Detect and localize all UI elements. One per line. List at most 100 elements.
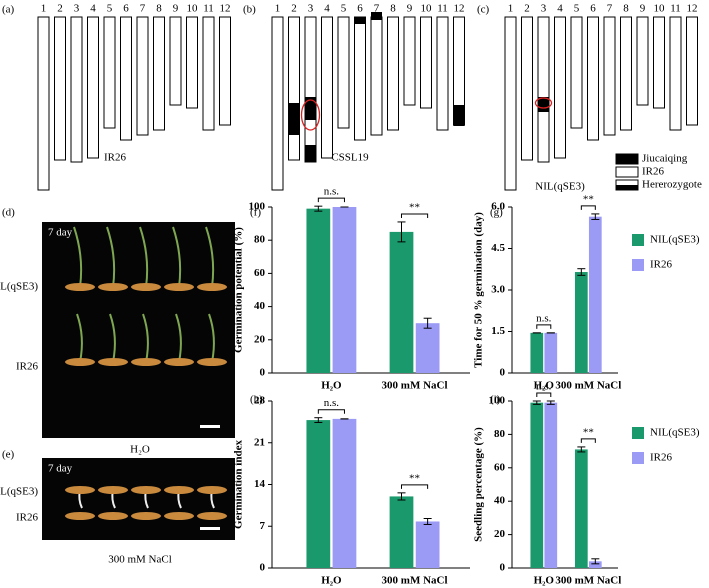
legend-swatch bbox=[615, 166, 639, 178]
seedling bbox=[175, 313, 182, 363]
seedling bbox=[106, 226, 116, 288]
legend-swatch bbox=[632, 427, 644, 439]
chromosome-number: 7 bbox=[374, 3, 380, 15]
introgression-segment bbox=[354, 17, 366, 24]
legend-swatch bbox=[632, 234, 644, 246]
y-axis-label: Time for 50 % germination (day) bbox=[473, 212, 485, 368]
panel-label: (i) bbox=[490, 394, 501, 406]
x-tick-label: H₂O bbox=[534, 380, 555, 392]
y-tick-label: 80 bbox=[254, 234, 266, 246]
legend-swatch-half bbox=[616, 185, 638, 190]
seed bbox=[65, 283, 95, 291]
y-tick-label: 0 bbox=[500, 562, 506, 574]
chromosome-number: 11 bbox=[670, 3, 681, 15]
chromosome bbox=[103, 16, 116, 129]
y-axis-label: Germination index bbox=[233, 440, 245, 529]
seed bbox=[131, 358, 161, 366]
introgression-segment bbox=[453, 105, 465, 126]
significance-bracket bbox=[400, 213, 429, 218]
photo bbox=[42, 222, 235, 438]
chromosome-number: 8 bbox=[390, 3, 396, 15]
y-tick-label: 20 bbox=[494, 528, 506, 540]
seedling bbox=[205, 226, 215, 288]
x-tick-label: H₂O bbox=[321, 575, 342, 587]
bar bbox=[530, 332, 544, 373]
introgression-segment bbox=[305, 97, 316, 120]
y-tick-label: 7 bbox=[260, 520, 266, 532]
y-tick-label: 40 bbox=[254, 300, 266, 312]
chromosome bbox=[420, 16, 432, 109]
bar bbox=[389, 496, 414, 568]
x-tick-label: H₂O bbox=[321, 380, 342, 392]
y-tick-label: 40 bbox=[494, 495, 506, 507]
chromosome-number: 6 bbox=[123, 3, 129, 15]
chromosome-number: 2 bbox=[291, 3, 297, 15]
seed bbox=[131, 486, 161, 494]
chromosome-number: 9 bbox=[640, 3, 646, 15]
chromosome-number: 12 bbox=[220, 3, 231, 15]
panel-label: (b) bbox=[243, 4, 256, 16]
legend-label: IR26 bbox=[650, 452, 673, 464]
seed bbox=[98, 486, 128, 494]
chromosome bbox=[87, 16, 99, 159]
significance-bracket bbox=[536, 392, 552, 397]
chromosome bbox=[271, 16, 284, 191]
x-tick-label: 300 mM NaCl bbox=[555, 575, 621, 587]
chromosome bbox=[403, 16, 416, 106]
chromosome-caption: IR26 bbox=[104, 152, 127, 164]
chromosome-number: 7 bbox=[140, 3, 146, 15]
y-tick-label: 100 bbox=[249, 201, 266, 213]
chromosome bbox=[304, 16, 317, 163]
chromosome-number: 7 bbox=[607, 3, 613, 15]
y-tick-label: 14 bbox=[254, 478, 266, 490]
significance-bracket bbox=[580, 438, 596, 443]
seedling bbox=[109, 313, 116, 363]
panel-label: (f) bbox=[250, 207, 261, 219]
y-tick-label: 20 bbox=[254, 333, 266, 345]
seed bbox=[65, 486, 95, 494]
chromosome-number: 4 bbox=[557, 3, 563, 15]
chromosome-number: 1 bbox=[41, 3, 47, 15]
chromosome bbox=[288, 16, 300, 161]
chromosome-caption: NIL(qSE3) bbox=[535, 181, 585, 193]
seed bbox=[131, 283, 161, 291]
chromosome bbox=[436, 16, 449, 131]
chromosome bbox=[370, 16, 383, 136]
significance-label: ** bbox=[583, 426, 594, 438]
seed bbox=[164, 486, 194, 494]
bar bbox=[332, 207, 357, 373]
chromosome-number: 9 bbox=[173, 3, 179, 15]
legend-label: IR26 bbox=[650, 259, 673, 271]
introgression-segment bbox=[305, 145, 316, 162]
y-tick-label: 6.0 bbox=[491, 201, 505, 213]
chromosome-caption: CSSL19 bbox=[331, 152, 369, 164]
chromosome-number: 11 bbox=[203, 3, 214, 15]
chromosome bbox=[537, 16, 550, 163]
chromosome-number: 6 bbox=[590, 3, 596, 15]
chromosome-number: 8 bbox=[623, 3, 629, 15]
scale-bar bbox=[200, 527, 220, 530]
seedling bbox=[142, 313, 149, 363]
chromosome bbox=[321, 16, 333, 159]
chromosome bbox=[636, 16, 649, 106]
panel-label: (h) bbox=[250, 394, 263, 406]
chromosome bbox=[202, 16, 215, 131]
chromosome-number: 9 bbox=[407, 3, 413, 15]
y-tick-label: 0 bbox=[500, 367, 506, 379]
chromosome bbox=[669, 16, 682, 131]
seed bbox=[164, 358, 194, 366]
seedling bbox=[172, 226, 182, 288]
significance-label: n.s. bbox=[324, 186, 340, 198]
chromosome bbox=[70, 16, 83, 163]
legend-label: Hererozygote bbox=[642, 179, 702, 191]
seed bbox=[98, 283, 128, 291]
chromosome-number: 4 bbox=[90, 3, 96, 15]
chromosome bbox=[620, 16, 632, 131]
significance-label: n.s. bbox=[536, 381, 552, 393]
seed bbox=[98, 512, 128, 520]
significance-label: n.s. bbox=[536, 312, 552, 324]
chromosome bbox=[554, 16, 566, 159]
photo-caption: H₂O bbox=[130, 444, 150, 456]
